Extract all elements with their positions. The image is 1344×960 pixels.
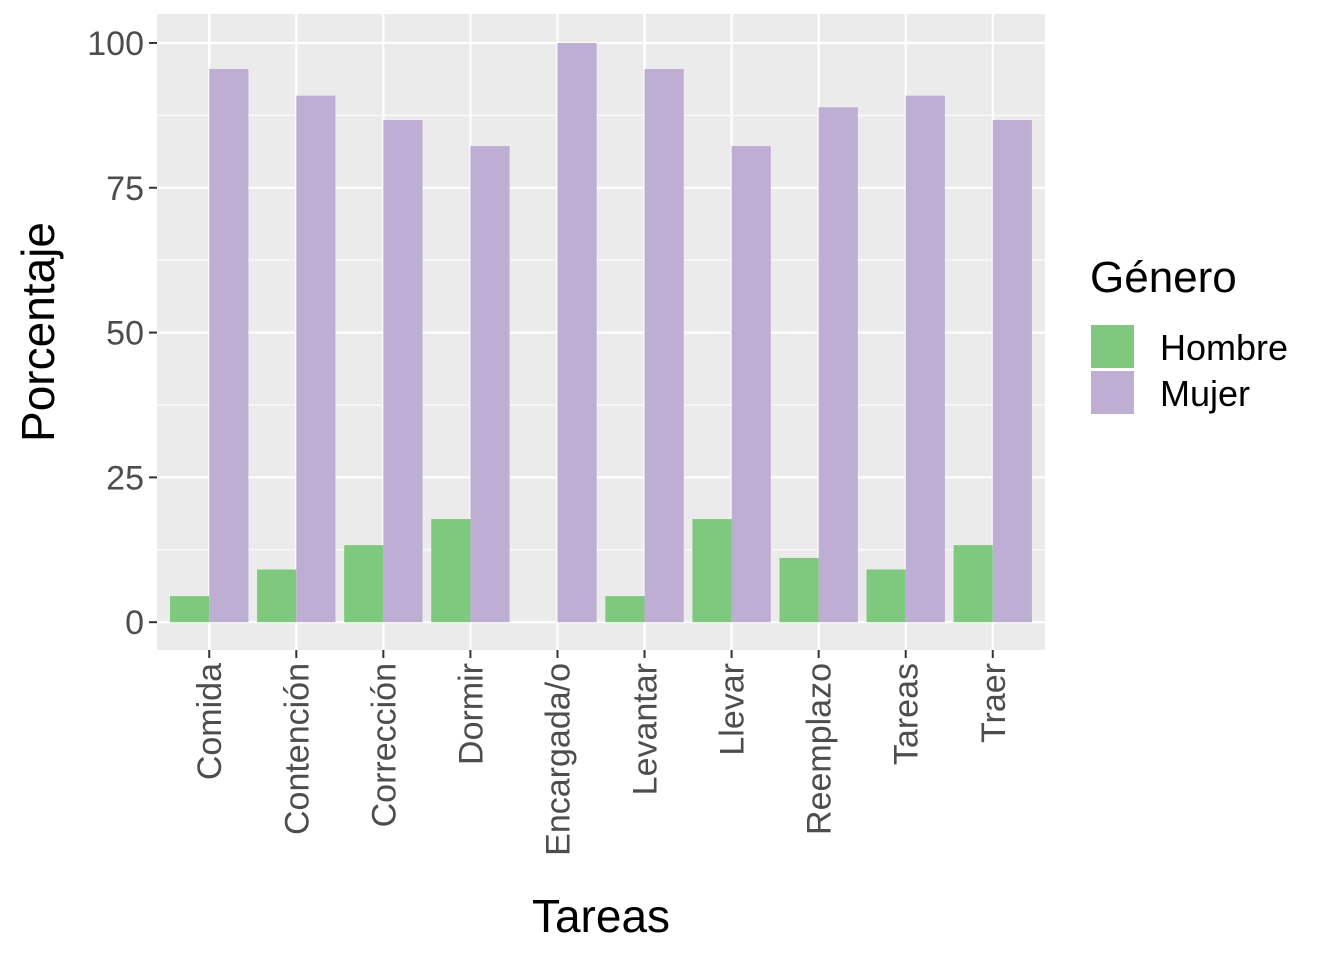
legend-key-mujer xyxy=(1089,369,1136,416)
x-axis: Comida Contención Corrección Dormir Encargad… xyxy=(191,650,1013,856)
x-tick-label: Corrección xyxy=(365,663,403,827)
bar-hombre-1 xyxy=(257,569,297,623)
x-tick-label: Llevar xyxy=(714,663,752,756)
bar-hombre-7 xyxy=(779,557,819,623)
x-tick-label: Reemplazo xyxy=(801,663,839,835)
x-axis-title: Tareas xyxy=(532,890,670,942)
y-tick-label: 50 xyxy=(106,315,144,353)
y-tick-label: 25 xyxy=(106,459,144,497)
bars xyxy=(170,42,1032,623)
bar-mujer-7 xyxy=(818,107,858,623)
bar-mujer-0 xyxy=(209,69,249,623)
bar-mujer-6 xyxy=(731,146,771,623)
bar-mujer-9 xyxy=(992,120,1032,623)
y-tick-label: 75 xyxy=(106,170,144,208)
bar-hombre-3 xyxy=(431,519,471,623)
bar-hombre-2 xyxy=(344,545,384,623)
bar-mujer-3 xyxy=(470,146,510,623)
x-tick-label: Levantar xyxy=(627,663,665,795)
legend-label-hombre: Hombre xyxy=(1160,327,1288,368)
bar-hombre-8 xyxy=(866,569,906,623)
x-tick-label: Encargada/o xyxy=(539,663,577,856)
y-tick-label: 0 xyxy=(125,604,144,642)
bar-hombre-5 xyxy=(605,596,645,623)
legend-title: Género xyxy=(1090,253,1237,302)
legend-key-hombre xyxy=(1089,323,1136,370)
y-axis-title: Porcentaje xyxy=(12,222,64,442)
bar-hombre-0 xyxy=(170,596,210,623)
y-axis: 0 25 50 75 100 xyxy=(87,25,157,642)
bar-mujer-8 xyxy=(905,95,945,623)
legend-label-mujer: Mujer xyxy=(1160,373,1250,414)
bar-mujer-1 xyxy=(296,95,336,623)
bar-hombre-6 xyxy=(692,519,732,623)
x-tick-label: Comida xyxy=(191,663,229,780)
x-tick-label: Traer xyxy=(975,663,1013,743)
bar-hombre-9 xyxy=(953,545,993,623)
x-tick-label: Tareas xyxy=(888,663,926,765)
bar-mujer-5 xyxy=(644,69,684,623)
x-tick-label: Contención xyxy=(278,663,316,835)
bar-mujer-2 xyxy=(383,120,423,623)
y-tick-label: 100 xyxy=(87,25,144,63)
legend: Género Hombre Mujer xyxy=(1089,253,1288,416)
x-tick-label: Dormir xyxy=(452,663,490,765)
bar-mujer-4 xyxy=(557,42,597,623)
